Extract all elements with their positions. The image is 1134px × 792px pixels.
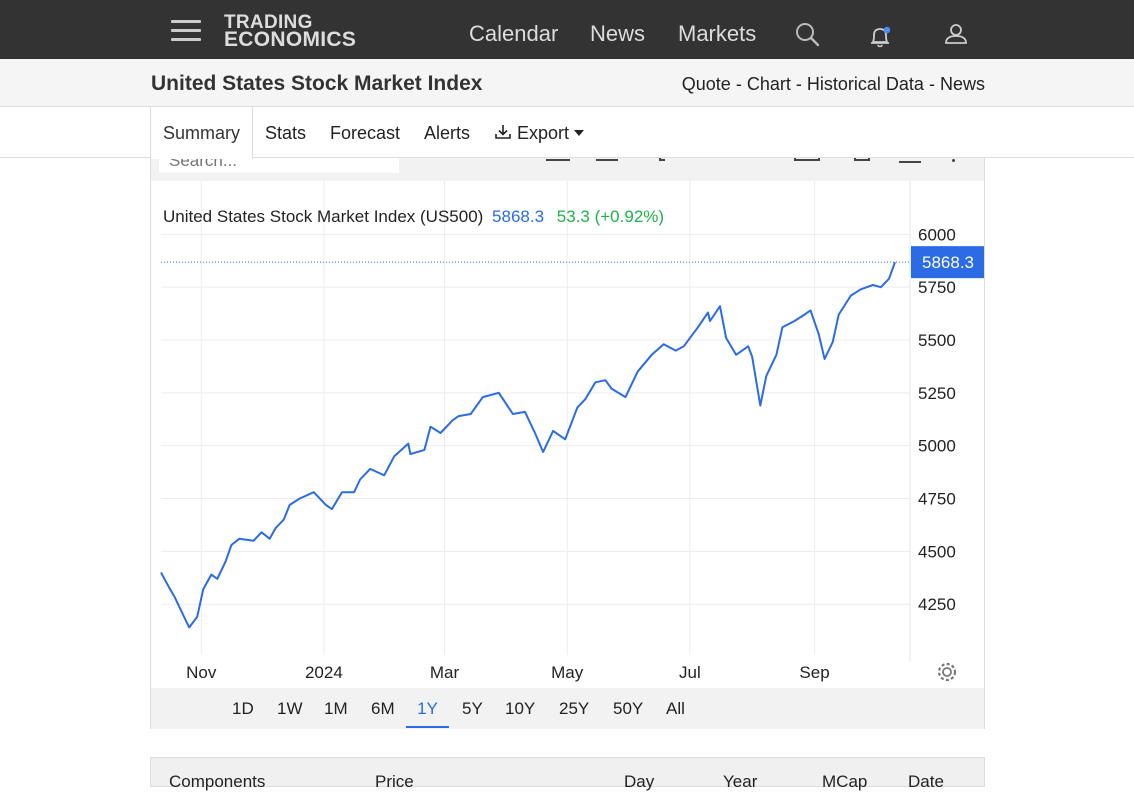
x-tick-label: Sep bbox=[799, 663, 829, 682]
range-button-5y[interactable]: 5Y bbox=[462, 699, 483, 718]
link-separator: - bbox=[928, 74, 935, 94]
tab-alerts[interactable]: Alerts bbox=[424, 123, 471, 143]
user-icon[interactable] bbox=[943, 21, 969, 47]
y-axis-labels: 4250 4500 4750 5000 5250 5500 5750 6000 bbox=[918, 225, 956, 614]
x-tick-label: May bbox=[551, 663, 584, 682]
tab-summary[interactable]: Summary bbox=[150, 107, 254, 159]
time-range-bar: 1D 1W 1M 6M 1Y 5Y 10Y 25Y 50Y All bbox=[151, 688, 984, 729]
top-navigation-bar: TRADING ECONOMICS Calendar News Markets bbox=[0, 0, 1134, 59]
page-title: United States Stock Market Index bbox=[151, 72, 483, 95]
logo-line1: TRADING bbox=[224, 12, 313, 33]
col-components[interactable]: Components bbox=[169, 772, 266, 791]
range-button-25y[interactable]: 25Y bbox=[559, 699, 590, 718]
tab-export-label: Export bbox=[517, 123, 570, 143]
chart-type-icon[interactable] bbox=[596, 155, 618, 161]
col-mcap[interactable]: MCap bbox=[822, 772, 868, 791]
site-logo[interactable]: TRADING ECONOMICS bbox=[224, 12, 357, 51]
legend-change: 53.3 (+0.92%) bbox=[557, 207, 664, 226]
link-quote[interactable]: Quote bbox=[681, 74, 731, 94]
tab-forecast[interactable]: Forecast bbox=[330, 123, 401, 143]
col-day[interactable]: Day bbox=[624, 772, 655, 791]
y-tick-label: 5750 bbox=[918, 278, 956, 297]
hamburger-icon[interactable] bbox=[171, 18, 201, 44]
page-header: United States Stock Market Index Quote -… bbox=[0, 59, 1134, 107]
download-icon bbox=[495, 125, 511, 139]
nav-markets[interactable]: Markets bbox=[678, 21, 757, 46]
nav-calendar[interactable]: Calendar bbox=[469, 21, 559, 46]
y-tick-label: 6000 bbox=[918, 225, 956, 244]
legend-name: United States Stock Market Index (US500) bbox=[163, 207, 483, 226]
tab-export[interactable]: Export bbox=[494, 107, 585, 158]
caret-down-icon bbox=[574, 130, 585, 136]
range-button-50y[interactable]: 50Y bbox=[613, 699, 644, 718]
search-icon[interactable] bbox=[795, 22, 821, 48]
svg-text:5868.3: 5868.3 bbox=[922, 253, 974, 272]
components-table-header: Components Price Day Year MCap Date bbox=[150, 757, 985, 791]
link-historical-data[interactable]: Historical Data bbox=[806, 74, 924, 94]
x-axis-labels: Nov 2024 Mar May Jul Sep bbox=[186, 663, 830, 682]
section-tabs: Summary Stats Forecast Alerts Export bbox=[0, 107, 1134, 159]
x-tick-label: Mar bbox=[430, 663, 460, 682]
price-chart[interactable]: 4250 4500 4750 5000 5250 5500 5750 6000 Nov 2024… bbox=[151, 181, 984, 688]
range-button-1d[interactable]: 1D bbox=[232, 699, 254, 718]
current-price-label: 5868.3 bbox=[911, 246, 984, 279]
more-options-icon[interactable] bbox=[952, 159, 955, 162]
compare-icon[interactable] bbox=[794, 155, 820, 161]
y-tick-label: 5250 bbox=[918, 384, 956, 403]
tab-stats[interactable]: Stats bbox=[265, 123, 307, 143]
notification-dot bbox=[883, 26, 891, 34]
range-button-10y[interactable]: 10Y bbox=[505, 699, 536, 718]
y-tick-label: 4750 bbox=[918, 490, 956, 509]
y-tick-label: 4250 bbox=[918, 595, 956, 614]
quick-links: Quote - Chart - Historical Data - News bbox=[682, 74, 985, 95]
range-button-1y[interactable]: 1Y bbox=[406, 692, 449, 728]
x-tick-label: Jul bbox=[679, 663, 701, 682]
chart-legend: United States Stock Market Index (US500)… bbox=[163, 207, 664, 226]
x-tick-label: Nov bbox=[186, 663, 217, 682]
col-year[interactable]: Year bbox=[723, 772, 758, 791]
chart-container: 4250 4500 4750 5000 5250 5500 5750 6000 Nov 2024… bbox=[150, 130, 985, 729]
range-button-1w[interactable]: 1W bbox=[277, 699, 303, 718]
x-tick-label: 2024 bbox=[305, 663, 343, 682]
nav-news[interactable]: News bbox=[590, 21, 646, 46]
fullscreen-icon[interactable] bbox=[899, 153, 921, 163]
legend-value: 5868.3 bbox=[492, 207, 544, 226]
y-tick-label: 4500 bbox=[918, 542, 956, 561]
range-button-1m[interactable]: 1M bbox=[324, 699, 348, 718]
chart-grid bbox=[161, 181, 910, 655]
col-date[interactable]: Date bbox=[908, 772, 944, 791]
link-separator: - bbox=[795, 74, 802, 94]
range-button-all[interactable]: All bbox=[666, 699, 685, 718]
calendar-icon[interactable] bbox=[546, 155, 570, 161]
range-button-6m[interactable]: 6M bbox=[371, 699, 395, 718]
link-news[interactable]: News bbox=[939, 74, 985, 94]
y-tick-label: 5500 bbox=[918, 331, 956, 350]
col-price[interactable]: Price bbox=[375, 772, 414, 791]
link-separator: - bbox=[735, 74, 742, 94]
link-chart[interactable]: Chart bbox=[746, 74, 791, 94]
logo-line2: ECONOMICS bbox=[224, 28, 357, 51]
database-icon[interactable] bbox=[854, 155, 870, 161]
chart-settings-icon[interactable] bbox=[937, 662, 957, 682]
bell-icon[interactable] bbox=[867, 24, 893, 50]
price-series-line bbox=[160, 261, 896, 629]
y-tick-label: 5000 bbox=[918, 437, 956, 456]
